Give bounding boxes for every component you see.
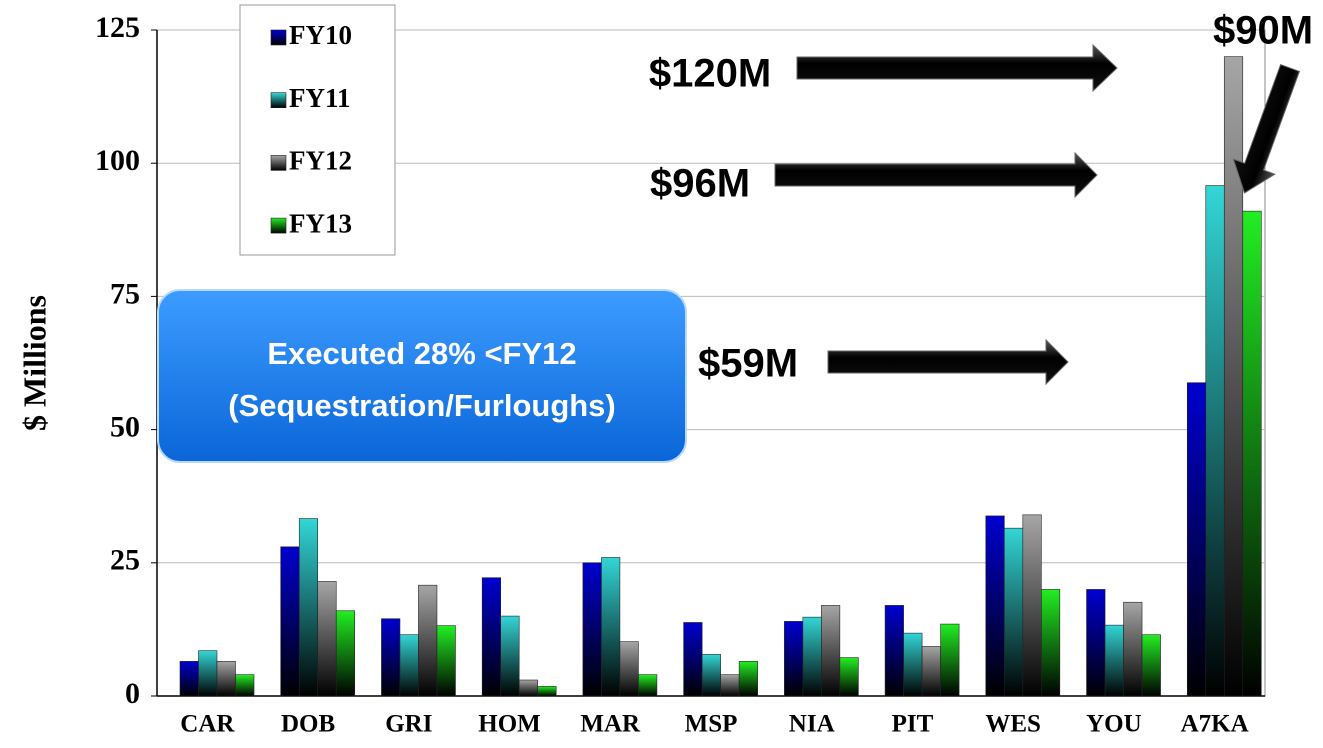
bar — [720, 674, 740, 697]
arrow — [774, 151, 1098, 199]
bar — [701, 654, 721, 697]
x-tick-label: PIT — [892, 711, 934, 738]
bar — [903, 632, 923, 697]
bar — [582, 562, 602, 697]
bar — [985, 515, 1005, 697]
bar — [436, 625, 456, 697]
bar — [683, 622, 703, 697]
y-tick-label: 75 — [110, 277, 140, 310]
bar — [216, 661, 236, 697]
annotation: $90M — [1213, 9, 1313, 53]
bar — [802, 616, 822, 697]
bar — [1141, 634, 1161, 697]
callout-box: Executed 28% <FY12 (Sequestration/Furlou… — [157, 289, 687, 463]
legend-box — [239, 4, 396, 256]
x-tick-label: GRI — [385, 711, 432, 738]
legend-label: FY12 — [289, 146, 352, 176]
bar — [738, 661, 758, 697]
callout-text: (Sequestration/Furloughs) — [228, 388, 616, 423]
bar — [784, 621, 804, 697]
annotation: $59M — [698, 342, 798, 386]
arrow — [827, 338, 1069, 386]
legend-swatch — [270, 155, 287, 171]
bar — [638, 674, 658, 697]
y-axis-label: $ Millions — [16, 295, 52, 431]
x-tick-label: MSP — [685, 711, 738, 738]
bar — [821, 605, 841, 697]
arrows — [774, 43, 1301, 386]
bar — [1004, 527, 1024, 697]
legend-label: FY10 — [289, 20, 352, 50]
bar — [940, 623, 960, 697]
x-tick-label: HOM — [478, 711, 541, 738]
bar — [280, 546, 300, 697]
bar — [335, 610, 356, 697]
y-tick-label: 50 — [110, 410, 140, 443]
bar — [884, 605, 904, 697]
bar — [518, 679, 538, 697]
y-tick-label: 125 — [95, 11, 140, 44]
legend-swatch — [270, 92, 287, 108]
bar — [298, 518, 319, 697]
bar — [418, 584, 438, 697]
x-tick-label: YOU — [1086, 711, 1142, 738]
x-tick-label: DOB — [281, 711, 335, 738]
bar — [235, 674, 255, 697]
bar — [1022, 514, 1042, 697]
bar — [1041, 589, 1061, 697]
bar — [1205, 185, 1225, 697]
y-tick-label: 100 — [95, 144, 140, 177]
bar — [1242, 210, 1262, 697]
x-tick-label: CAR — [180, 711, 235, 738]
bar — [1104, 624, 1124, 697]
bar — [537, 686, 557, 697]
annotation: $120M — [649, 52, 771, 96]
bar — [481, 577, 501, 697]
callout-text: Executed 28% <FY12 — [267, 336, 576, 371]
legend-label: FY13 — [289, 208, 352, 238]
bar — [921, 646, 941, 697]
y-tick-label: 0 — [125, 677, 140, 710]
arrow — [1232, 63, 1301, 194]
bar — [198, 650, 218, 697]
bar — [317, 581, 337, 697]
legend-swatch — [270, 217, 287, 234]
bar — [1123, 601, 1143, 697]
callout-background — [157, 289, 687, 463]
bar — [1223, 56, 1244, 697]
bar — [839, 657, 859, 697]
x-tick-label: WES — [985, 711, 1041, 738]
bar — [619, 641, 639, 697]
bar — [381, 618, 401, 697]
bar — [601, 557, 621, 697]
bar — [500, 615, 520, 697]
bar — [1086, 589, 1106, 697]
legend-label: FY11 — [289, 83, 351, 113]
arrow — [796, 43, 1118, 93]
bar — [399, 634, 419, 697]
bar — [179, 661, 199, 697]
legend-swatch — [270, 29, 287, 46]
x-tick-label: NIA — [789, 711, 835, 738]
legend: FY10 FY11 FY12 FY13 — [239, 4, 396, 256]
x-tick-label: MAR — [580, 711, 641, 738]
annotation: $96M — [650, 162, 750, 206]
x-tick-label: A7KA — [1181, 711, 1249, 738]
bar — [1186, 382, 1207, 697]
y-tick-label: 25 — [110, 544, 140, 577]
